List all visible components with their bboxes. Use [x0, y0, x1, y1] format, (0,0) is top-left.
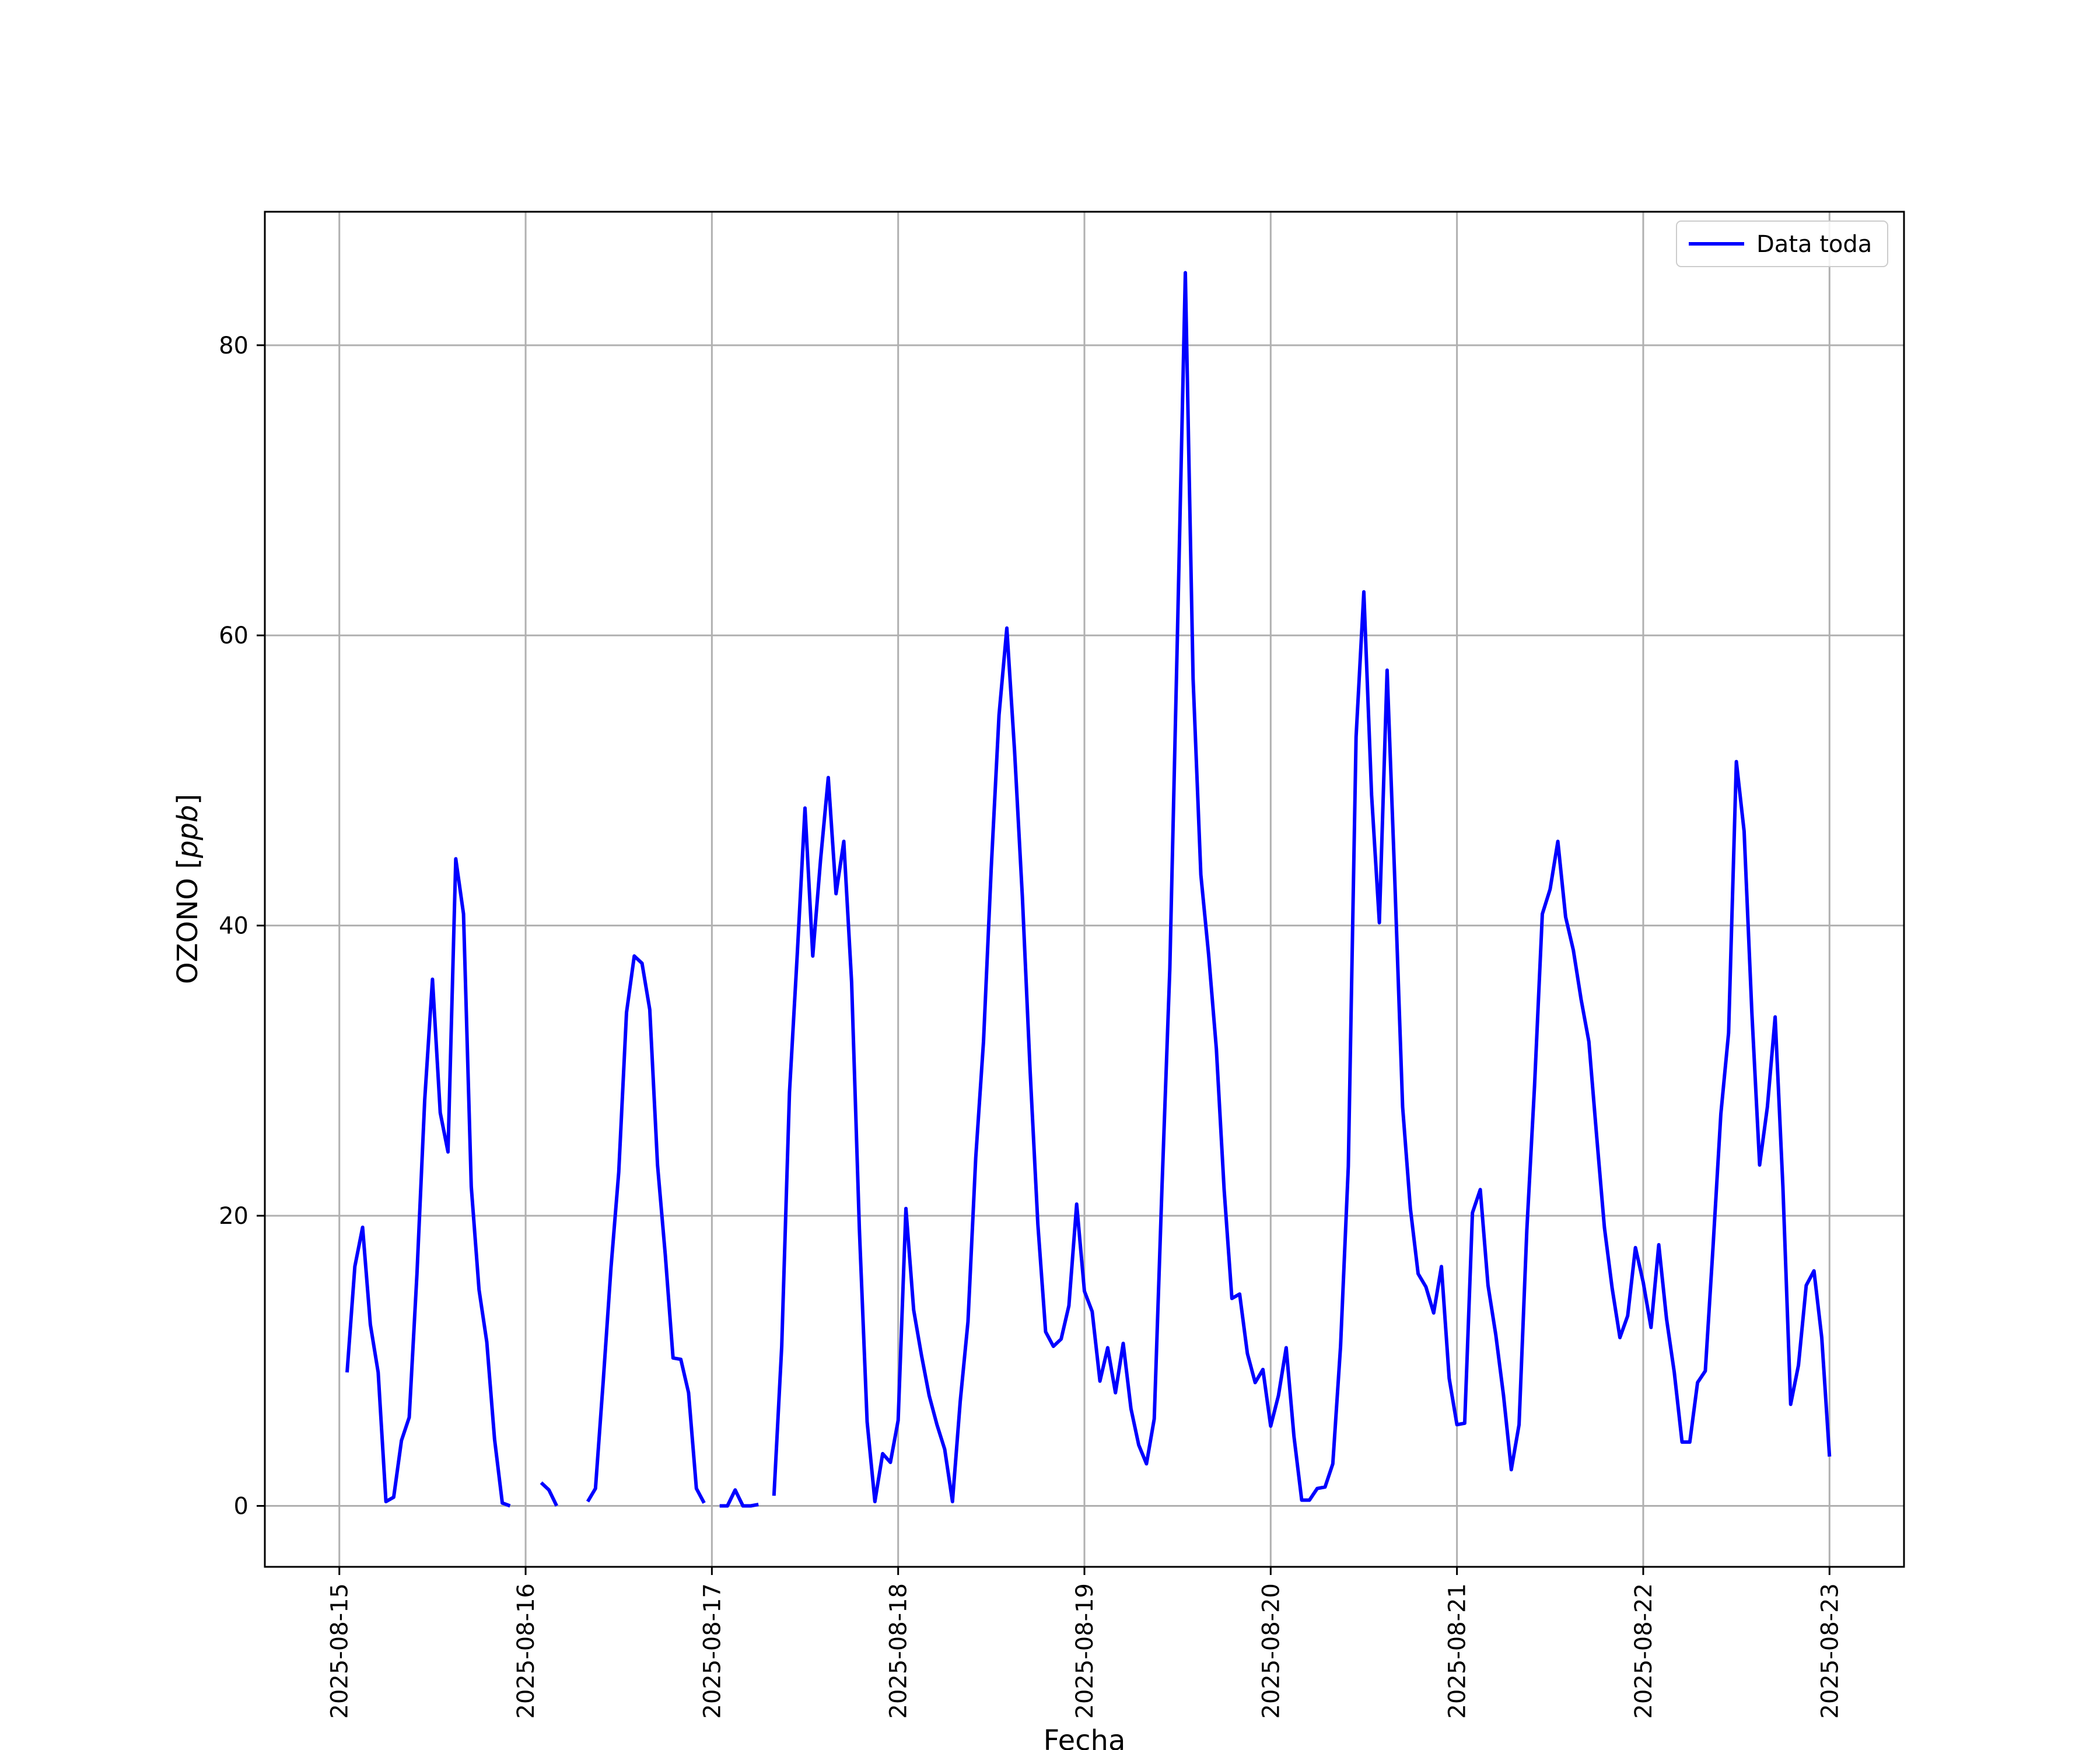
legend-label-data-toda: Data toda: [1756, 231, 1872, 258]
x-tick-label: 2025-08-21: [1444, 1583, 1471, 1718]
y-tick-label: 60: [219, 622, 249, 649]
y-axis-title-open: [: [172, 858, 204, 869]
x-tick-label: 2025-08-20: [1258, 1583, 1284, 1718]
y-axis-title-unit: ppb: [172, 805, 204, 859]
y-tick-label: 40: [219, 913, 249, 940]
x-tick-label: 2025-08-19: [1072, 1583, 1098, 1718]
x-tick-label: 2025-08-16: [513, 1583, 540, 1718]
x-tick-label: 2025-08-22: [1630, 1583, 1657, 1718]
y-axis-title-name: OZONO: [172, 869, 204, 984]
y-tick-label: 0: [234, 1493, 249, 1520]
x-axis-title: Fecha: [1044, 1724, 1126, 1750]
y-axis-title-close: ]: [172, 794, 204, 805]
y-tick-label: 20: [219, 1203, 249, 1230]
x-tick-label: 2025-08-18: [886, 1583, 912, 1718]
series-line-data-toda: [345, 271, 1832, 1508]
x-tick-label: 2025-08-23: [1817, 1583, 1843, 1718]
grid-lines: [265, 212, 1904, 1567]
x-tick-label: 2025-08-15: [327, 1583, 354, 1718]
legend: Data toda: [1676, 220, 1888, 267]
series-layer: [345, 271, 1832, 1508]
axis-ticks: 2025-08-15 2025-08-16 2025-08-17 2025-08-18…: [219, 332, 1843, 1719]
legend-box: [1676, 220, 1888, 267]
x-tick-label: 2025-08-17: [699, 1583, 726, 1718]
y-tick-label: 80: [219, 332, 249, 359]
y-axis-title: OZONO [ppb]: [172, 794, 204, 984]
